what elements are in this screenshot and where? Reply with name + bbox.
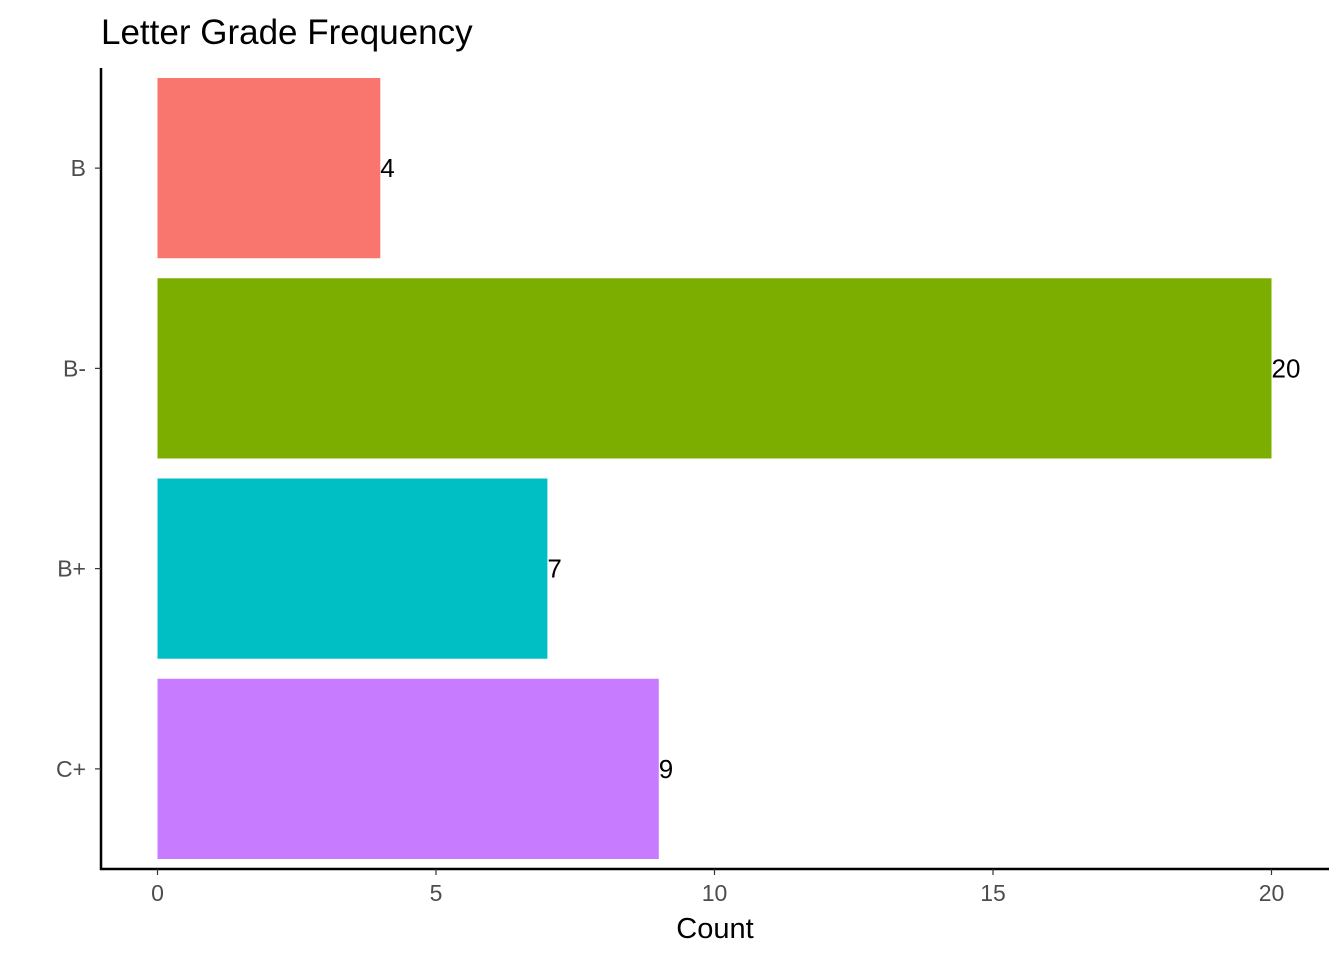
data-label: 4 <box>380 153 394 183</box>
x-axis: 0 5 10 15 20 <box>151 869 1284 906</box>
y-tick-label: B <box>71 155 86 181</box>
x-axis-title: Count <box>676 913 753 945</box>
bar-b <box>157 78 381 259</box>
x-tick-label: 0 <box>151 880 164 906</box>
data-label: 7 <box>547 554 561 584</box>
y-axis: B B- B+ C+ <box>56 155 101 782</box>
y-tick-label: C+ <box>56 756 86 782</box>
y-tick-label: B- <box>63 355 86 381</box>
bar-cplus <box>157 678 659 859</box>
data-label: 20 <box>1272 353 1301 383</box>
y-tick-label: B+ <box>57 556 86 582</box>
data-labels-layer: 4 20 7 9 <box>380 153 1300 784</box>
x-tick-label: 10 <box>702 880 728 906</box>
x-tick-label: 5 <box>430 880 443 906</box>
data-label: 9 <box>659 754 673 784</box>
bars-layer <box>157 78 1272 859</box>
bar-bplus <box>157 478 548 659</box>
x-tick-label: 15 <box>980 880 1006 906</box>
bar-bminus <box>157 278 1272 459</box>
x-tick-label: 20 <box>1259 880 1285 906</box>
chart-title: Letter Grade Frequency <box>101 13 473 52</box>
